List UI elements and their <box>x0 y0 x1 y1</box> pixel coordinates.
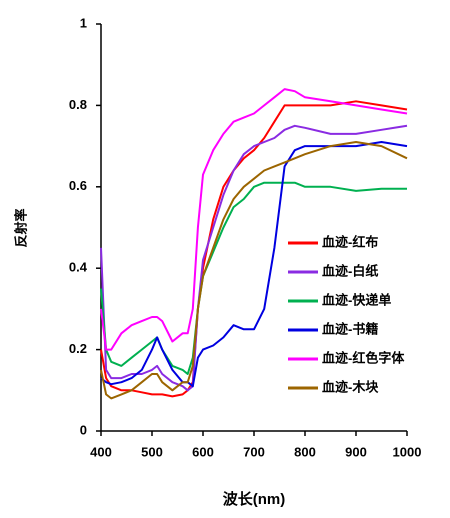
x-tick-label: 800 <box>294 444 316 459</box>
legend-label: 血迹-白纸 <box>322 263 378 278</box>
y-tick-label: 0 <box>80 422 87 437</box>
x-tick-label: 700 <box>243 444 265 459</box>
y-tick-label: 0.4 <box>69 260 88 275</box>
series-line <box>100 141 408 400</box>
x-tick-label: 600 <box>192 444 214 459</box>
y-axis-label: 反射率 <box>13 208 28 247</box>
series-line <box>100 88 408 351</box>
legend-label: 血迹-书籍 <box>322 321 378 336</box>
series-line <box>100 141 408 388</box>
y-tick-label: 0.6 <box>69 178 87 193</box>
legend-label: 血迹-木块 <box>322 379 379 394</box>
y-tick-label: 0.2 <box>69 341 87 356</box>
legend-label: 血迹-红布 <box>322 234 378 249</box>
x-tick-label: 900 <box>345 444 367 459</box>
x-axis-label: 波长(nm) <box>223 490 286 508</box>
x-tick-label: 1000 <box>393 444 422 459</box>
legend-label: 血迹-红色字体 <box>322 350 405 365</box>
y-tick-label: 1 <box>80 15 87 30</box>
legend-label: 血迹-快递单 <box>322 292 391 307</box>
x-tick-label: 500 <box>141 444 163 459</box>
x-tick-label: 400 <box>90 444 112 459</box>
series-line <box>100 124 408 392</box>
y-tick-label: 0.8 <box>69 97 87 112</box>
